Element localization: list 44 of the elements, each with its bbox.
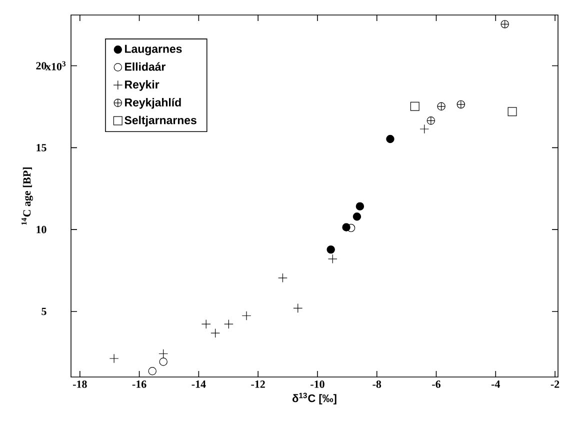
y-tick-label: 20 xyxy=(36,62,46,70)
x-tick-label: -18 xyxy=(73,380,87,388)
point xyxy=(201,319,211,329)
y-tick-label: 15 xyxy=(36,144,46,152)
point xyxy=(456,100,466,109)
x-tick-label: -8 xyxy=(372,380,382,388)
x-axis-title: δ$^{13}$C [‰] xyxy=(292,392,336,404)
point xyxy=(500,20,509,28)
x-tick-label: -16 xyxy=(132,380,146,388)
x-tick-label: -10 xyxy=(310,380,324,388)
y-axis-title: $^{14}$C age [BP] xyxy=(21,167,33,225)
point xyxy=(356,202,364,210)
y-tick-label: 10 xyxy=(36,226,46,234)
point xyxy=(352,212,362,221)
legend-label: Laugarnes xyxy=(125,44,182,56)
point xyxy=(386,134,394,144)
point xyxy=(410,102,420,111)
legend-label: Reykjahlíd xyxy=(125,98,181,109)
point xyxy=(437,102,446,110)
x-tick-label: -12 xyxy=(251,380,265,388)
legend-label: Reykir xyxy=(125,80,160,91)
legend-label: Seltjarnarnes xyxy=(124,116,196,127)
point xyxy=(224,319,234,329)
point xyxy=(293,304,303,313)
y-tick-label: 5 xyxy=(42,308,46,316)
text: x10$^{3}$ xyxy=(46,61,66,70)
point xyxy=(242,311,252,320)
point xyxy=(278,273,288,283)
x-tick-label: -4 xyxy=(491,380,500,388)
point xyxy=(328,254,338,264)
x-tick-label: -14 xyxy=(192,380,206,388)
point xyxy=(158,349,168,358)
point xyxy=(342,223,350,232)
point xyxy=(508,107,517,116)
point xyxy=(426,116,436,125)
point xyxy=(159,358,168,366)
point xyxy=(109,354,119,364)
legend-label: Ellidaár xyxy=(125,62,166,71)
x-tick-label: -6 xyxy=(432,380,440,388)
point xyxy=(420,124,430,134)
x-tick-label: -2 xyxy=(550,380,560,388)
point xyxy=(326,245,335,254)
point xyxy=(148,367,156,376)
point xyxy=(210,328,220,338)
